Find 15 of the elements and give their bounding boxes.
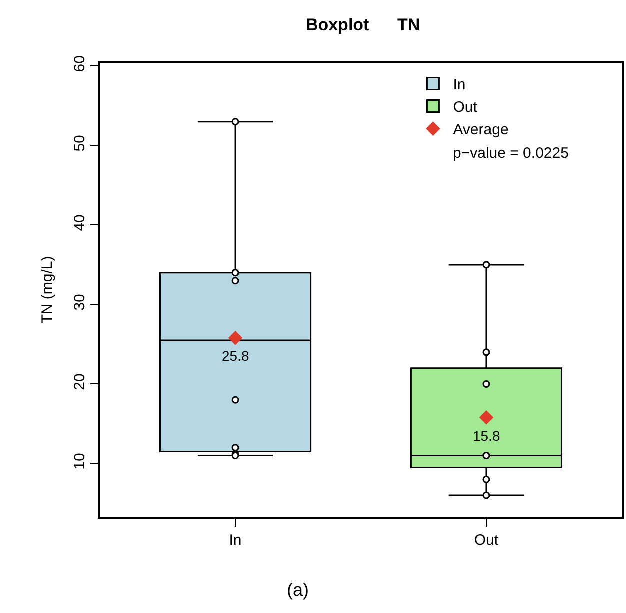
data-label: 25.8	[222, 348, 250, 364]
y-axis-title: TN (mg/L)	[39, 256, 56, 324]
text: (a)	[287, 580, 309, 600]
y-tick-label: 50	[71, 135, 88, 152]
chart-title: Boxplot TN	[306, 15, 420, 34]
y-tick-label: 20	[71, 374, 88, 390]
annotation: p−value = 0.0225	[453, 145, 569, 162]
y-tick-label: 30	[71, 294, 88, 311]
y-tick-label: 10	[71, 453, 88, 470]
legend-label: In	[453, 76, 466, 94]
y-tick-label: 60	[71, 56, 88, 72]
data-label: 15.8	[473, 428, 500, 444]
y-tick-label: 40	[71, 214, 88, 232]
legend-label: Out	[453, 99, 478, 116]
legend-label: Average	[453, 122, 509, 139]
